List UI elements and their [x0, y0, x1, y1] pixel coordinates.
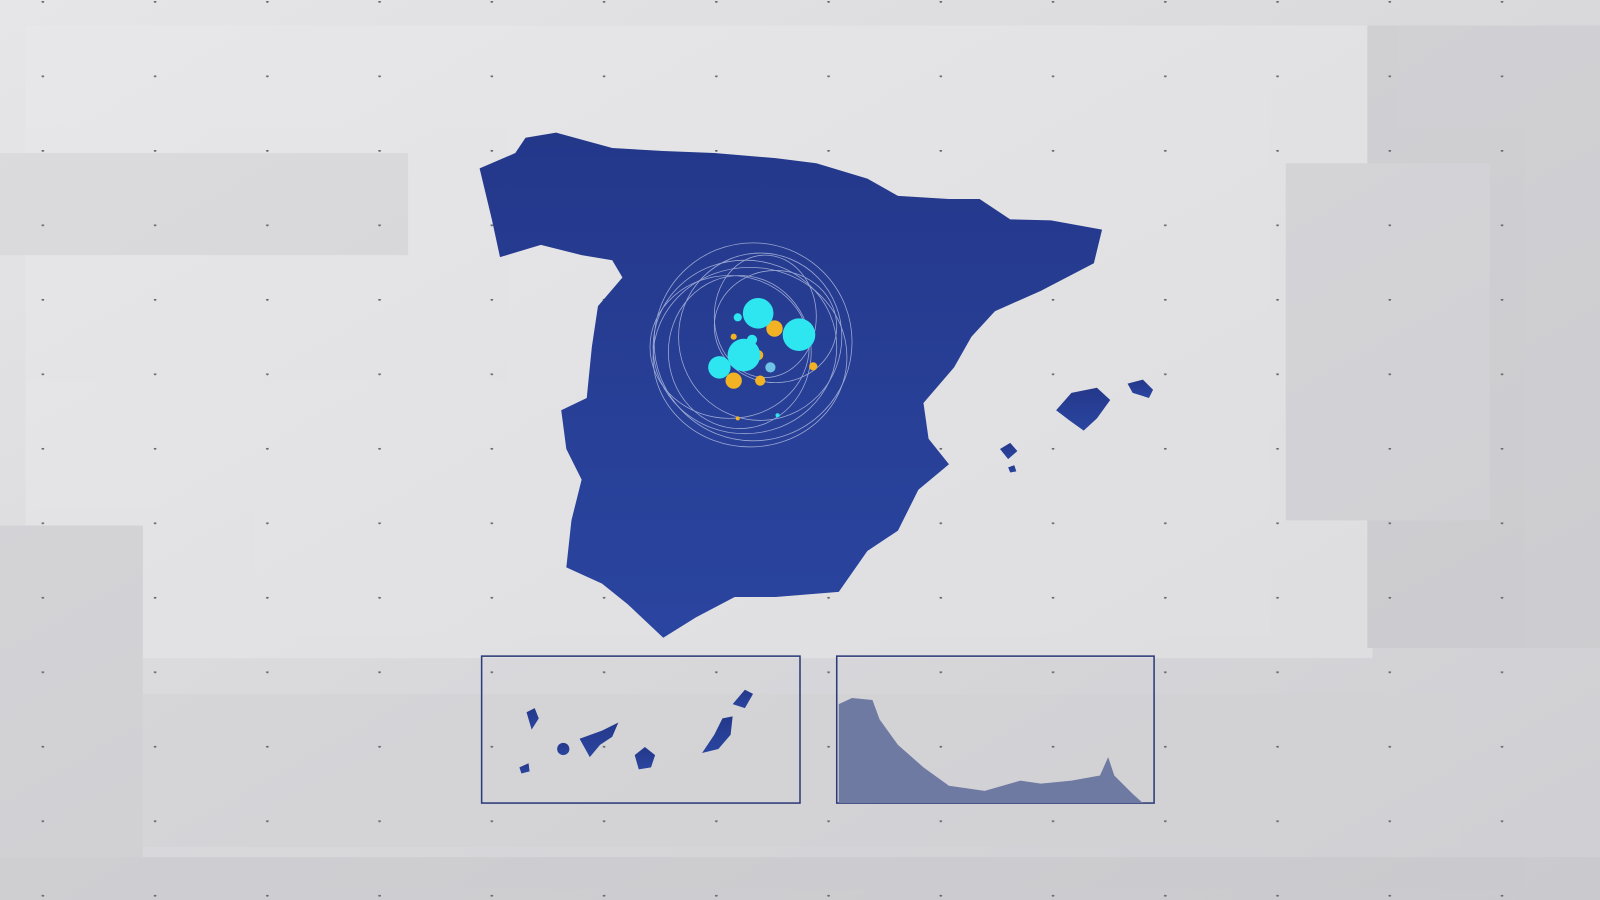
ceuta-melilla-inset	[835, 655, 1155, 804]
balearic-islands	[1000, 379, 1154, 473]
data-bubble	[730, 333, 737, 340]
data-bubble	[782, 318, 816, 352]
data-bubble	[746, 334, 758, 345]
data-bubble	[775, 413, 780, 418]
data-bubble	[725, 372, 742, 389]
data-bubble	[708, 356, 731, 379]
data-bubble	[755, 375, 766, 386]
data-visualization	[649, 242, 853, 448]
data-bubble	[735, 416, 740, 421]
data-bubble	[809, 362, 818, 371]
data-bubble	[727, 338, 761, 372]
canary-islands-inset	[480, 655, 801, 804]
data-bubble	[766, 320, 783, 337]
ring	[678, 252, 843, 421]
spain-peninsula	[479, 132, 1103, 638]
data-bubble	[765, 362, 776, 373]
ring	[667, 275, 812, 429]
ring	[713, 254, 817, 378]
data-bubble	[742, 297, 774, 329]
data-bubble	[733, 313, 742, 322]
ring	[652, 266, 848, 448]
